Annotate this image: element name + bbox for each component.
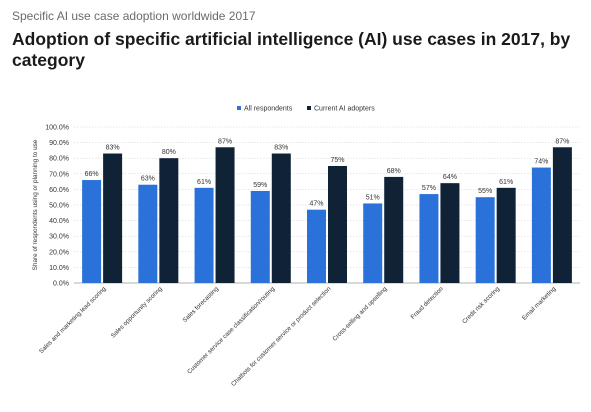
bar-current-ai-adopters xyxy=(103,153,123,283)
bar-value-label: 83% xyxy=(106,145,120,152)
y-tick-label: 0.0% xyxy=(53,281,69,288)
x-category-label: Fraud detection xyxy=(410,285,446,321)
bar-value-label: 57% xyxy=(422,185,436,192)
x-category-label: Customer service case classification/rou… xyxy=(186,285,276,375)
bar-all-respondents xyxy=(531,167,551,283)
y-tick-label: 10.0% xyxy=(49,265,69,272)
y-tick-label: 100.0% xyxy=(45,125,69,132)
x-category-label: Sales forecasting xyxy=(181,285,220,324)
y-tick-label: 30.0% xyxy=(49,234,69,241)
bar-value-label: 68% xyxy=(387,168,401,175)
bar-all-respondents xyxy=(307,209,326,283)
bar-value-label: 80% xyxy=(162,149,176,156)
x-category-label: Cross-selling and upselling xyxy=(331,285,389,343)
bar-value-label: 64% xyxy=(443,174,457,181)
bar-current-ai-adopters xyxy=(552,147,572,283)
x-category-label: Credit risk scoring xyxy=(461,285,501,325)
chart-title: Adoption of specific artificial intellig… xyxy=(12,29,571,70)
bar-value-labels: 66% 83% 63% 80% 61% 87% 59% 83% 47% 75% 51% 68% 57% 6… xyxy=(85,138,570,207)
bar-value-label: 66% xyxy=(85,171,99,178)
chart-legend: All respondents Current AI adopters xyxy=(237,106,375,113)
x-category-label: Email marketing xyxy=(521,285,558,322)
bar-all-respondents xyxy=(138,184,158,283)
y-tick-label: 50.0% xyxy=(49,203,69,210)
bar-value-label: 61% xyxy=(499,179,513,186)
bar-value-label: 83% xyxy=(274,145,288,152)
bar-current-ai-adopters xyxy=(215,147,235,283)
bar-value-label: 74% xyxy=(534,159,548,166)
bar-current-ai-adopters xyxy=(496,187,516,283)
x-category-label: Sales opportunity scoring xyxy=(110,285,164,339)
y-axis-label: Share of respondents using or planning t… xyxy=(32,139,39,270)
bar-current-ai-adopters xyxy=(328,166,347,283)
y-tick-label: 90.0% xyxy=(49,140,69,147)
legend-label: Current AI adopters xyxy=(314,106,375,113)
chart-gridlines xyxy=(74,126,580,284)
bar-current-ai-adopters xyxy=(384,176,404,283)
legend-swatch xyxy=(307,106,311,110)
bar-all-respondents xyxy=(419,194,439,283)
bar-value-label: 75% xyxy=(330,157,344,164)
bar-value-label: 55% xyxy=(478,188,492,195)
chart-bars xyxy=(82,147,572,283)
bar-value-label: 47% xyxy=(309,201,323,208)
y-tick-label: 80.0% xyxy=(49,156,69,163)
x-category-label: Chatbots for customer service or product… xyxy=(230,285,333,388)
bar-value-label: 87% xyxy=(555,138,569,145)
bar-all-respondents xyxy=(250,190,270,283)
y-tick-label: 60.0% xyxy=(49,187,69,194)
y-axis-ticks: 0.0% 10.0% 20.0% 30.0% 40.0% 50.0% 60.0% 70.0% 8… xyxy=(45,125,69,288)
bar-current-ai-adopters xyxy=(159,158,179,283)
x-category-label: Sales and marketing lead scoring xyxy=(38,285,108,355)
bar-value-label: 59% xyxy=(253,182,267,189)
y-tick-label: 70.0% xyxy=(49,171,69,178)
bar-all-respondents xyxy=(475,197,495,283)
bar-all-respondents xyxy=(363,203,383,283)
bar-all-respondents xyxy=(82,180,102,283)
bar-value-label: 87% xyxy=(218,138,232,145)
legend-swatch xyxy=(237,106,241,110)
x-axis-category-labels: Sales and marketing lead scoring Sales op… xyxy=(38,285,558,388)
bar-current-ai-adopters xyxy=(440,183,460,283)
legend-label: All respondents xyxy=(244,106,293,113)
chart-subtitle: Specific AI use case adoption worldwide … xyxy=(12,9,256,23)
bar-value-label: 51% xyxy=(366,194,380,201)
y-tick-label: 40.0% xyxy=(49,218,69,225)
bar-value-label: 63% xyxy=(141,176,155,183)
bar-value-label: 61% xyxy=(197,179,211,186)
bar-current-ai-adopters xyxy=(271,153,291,283)
bar-all-respondents xyxy=(194,187,214,283)
y-tick-label: 20.0% xyxy=(49,249,69,256)
